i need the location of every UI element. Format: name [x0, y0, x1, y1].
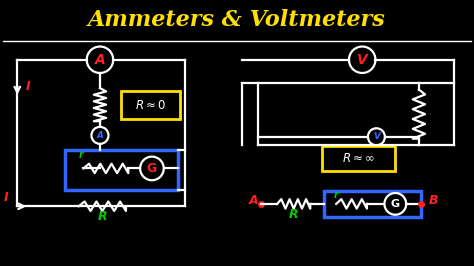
- Bar: [121, 92, 180, 119]
- Text: I: I: [26, 81, 30, 93]
- Text: A: A: [249, 194, 258, 207]
- Text: V: V: [373, 132, 380, 141]
- Text: G: G: [147, 162, 157, 175]
- Text: A: A: [97, 131, 103, 140]
- Bar: [64, 149, 178, 190]
- Text: I: I: [4, 190, 9, 203]
- Bar: [324, 191, 421, 217]
- Text: R: R: [289, 208, 299, 221]
- Text: B: B: [428, 194, 438, 207]
- Text: R: R: [98, 210, 107, 223]
- Text: A: A: [95, 53, 105, 67]
- Text: Ammeters & Voltmeters: Ammeters & Voltmeters: [88, 9, 386, 31]
- Text: r: r: [334, 190, 338, 200]
- Text: $R \approx 0$: $R \approx 0$: [136, 99, 166, 112]
- Text: G: G: [391, 199, 400, 209]
- Text: r: r: [79, 149, 83, 160]
- Text: $R \approx \infty$: $R \approx \infty$: [342, 152, 375, 165]
- Text: V: V: [357, 53, 368, 67]
- Bar: [322, 146, 395, 171]
